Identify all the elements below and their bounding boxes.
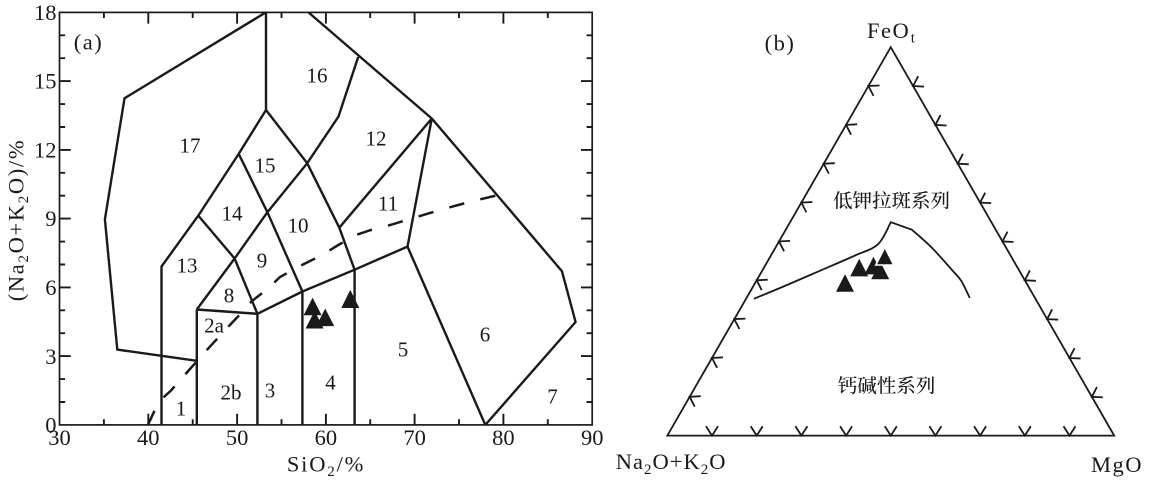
svg-text:10: 10 <box>288 213 309 237</box>
svg-text:8: 8 <box>224 283 235 307</box>
svg-text:4: 4 <box>325 370 336 394</box>
svg-text:FeOt: FeOt <box>867 18 916 47</box>
svg-text:2b: 2b <box>221 380 242 404</box>
svg-text:50: 50 <box>226 425 249 450</box>
svg-text:Na2O+K2O: Na2O+K2O <box>616 449 727 478</box>
svg-text:70: 70 <box>403 425 426 450</box>
svg-text:30: 30 <box>48 425 71 450</box>
svg-text:18: 18 <box>34 0 57 25</box>
svg-text:60: 60 <box>315 425 338 450</box>
svg-text:17: 17 <box>180 133 201 157</box>
svg-text:0: 0 <box>45 413 56 438</box>
svg-text:14: 14 <box>222 201 244 225</box>
svg-text:3: 3 <box>265 378 276 402</box>
svg-text:MgO: MgO <box>1091 452 1143 477</box>
svg-text:40: 40 <box>137 425 160 450</box>
svg-text:13: 13 <box>177 253 198 277</box>
svg-text:3: 3 <box>45 344 56 369</box>
svg-text:15: 15 <box>255 153 276 177</box>
svg-text:(b): (b) <box>765 30 796 55</box>
svg-text:15: 15 <box>34 69 57 94</box>
svg-text:2a: 2a <box>204 313 225 337</box>
svg-text:5: 5 <box>398 337 409 361</box>
svg-text:12: 12 <box>34 138 57 163</box>
svg-text:11: 11 <box>378 191 398 215</box>
svg-text:9: 9 <box>257 248 268 272</box>
svg-text:SiO2/%: SiO2/% <box>287 452 365 481</box>
svg-text:90: 90 <box>581 425 604 450</box>
svg-text:7: 7 <box>547 384 558 408</box>
svg-text:16: 16 <box>307 63 328 87</box>
svg-text:1: 1 <box>176 396 187 420</box>
svg-text:9: 9 <box>45 206 56 231</box>
svg-text:12: 12 <box>366 126 387 150</box>
svg-text:(a): (a) <box>74 29 103 54</box>
svg-text:6: 6 <box>45 275 56 300</box>
svg-text:(Na2O+K2O)/%: (Na2O+K2O)/% <box>4 139 33 301</box>
svg-text:80: 80 <box>492 425 515 450</box>
svg-text:6: 6 <box>480 322 491 346</box>
